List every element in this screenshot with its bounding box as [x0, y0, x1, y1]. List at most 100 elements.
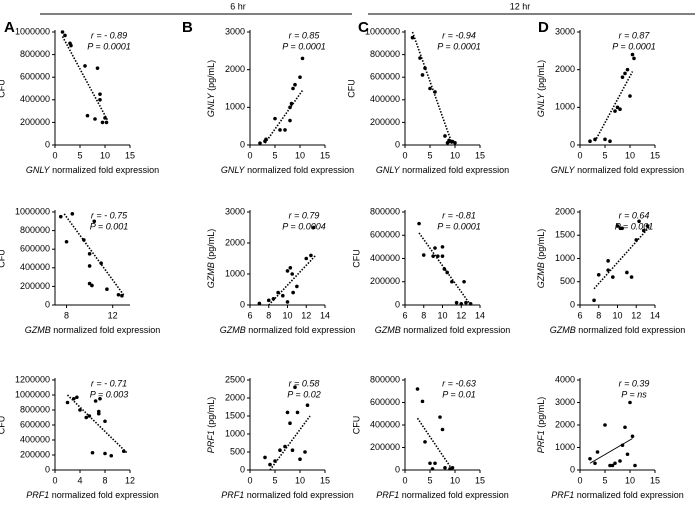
x-axis-label: PRF1 normalized fold expression: [551, 490, 684, 500]
point: [288, 421, 292, 426]
point: [58, 214, 63, 219]
x-tick-label: 8: [596, 310, 601, 320]
point: [615, 105, 620, 110]
point: [440, 254, 445, 258]
point: [443, 465, 447, 470]
x-tick-label: 8: [102, 475, 107, 485]
annotation: r = 0.87: [619, 30, 651, 40]
y-tick-label: 0: [570, 139, 575, 149]
x-tick-label: 0: [247, 150, 252, 160]
point: [450, 279, 454, 284]
x-axis-label: PRF1 normalized fold expression: [26, 490, 159, 500]
x-axis-label: GNLY normalized fold expression: [26, 165, 159, 175]
x-axis-label: PRF1 normalized fold expression: [376, 490, 509, 500]
y-tick-label: 1000000: [365, 26, 400, 36]
point: [263, 455, 267, 460]
x-tick-label: 14: [475, 310, 485, 320]
y-tick-label: 200000: [370, 276, 400, 286]
point: [630, 52, 635, 57]
point: [593, 461, 597, 466]
point: [632, 56, 636, 61]
annotation: r = - 0.75: [91, 210, 128, 220]
fit-line: [416, 417, 454, 471]
point: [606, 268, 610, 272]
point: [433, 246, 437, 250]
point: [311, 225, 316, 230]
point: [293, 385, 297, 390]
point: [618, 107, 622, 112]
point: [588, 456, 592, 461]
annotation: r = -0.63: [442, 378, 476, 388]
x-tick-label: 0: [52, 150, 57, 160]
point: [625, 270, 629, 275]
point: [75, 395, 79, 400]
point: [300, 56, 305, 61]
y-tick-label: 1000: [225, 102, 245, 112]
fit-line: [594, 71, 634, 142]
point: [285, 410, 290, 415]
point: [268, 462, 272, 467]
point: [303, 450, 307, 454]
x-tick-label: 0: [247, 475, 252, 485]
point: [595, 450, 600, 454]
annotation: r = 0.58: [289, 378, 320, 388]
fit-line: [61, 36, 109, 121]
x-tick-label: 15: [650, 150, 660, 160]
point: [96, 411, 101, 416]
y-axis-label: CFU: [0, 416, 6, 435]
y-tick-label: 1000000: [15, 389, 50, 399]
y-tick-label: 0: [570, 299, 575, 309]
x-tick-label: 14: [320, 310, 330, 320]
x-tick-label: 10: [625, 475, 635, 485]
x-tick-label: 8: [266, 310, 271, 320]
y-tick-label: 4000: [555, 374, 575, 384]
point: [93, 117, 97, 121]
y-tick-label: 0: [240, 464, 245, 474]
y-axis-label: CFU: [0, 249, 6, 268]
point: [298, 75, 302, 79]
x-tick-label: 15: [650, 475, 660, 485]
point: [278, 448, 282, 453]
x-tick-label: 8: [421, 310, 426, 320]
x-tick-label: 6: [402, 310, 407, 320]
annotation: P = 0.02: [287, 389, 320, 399]
y-tick-label: 600000: [20, 244, 50, 254]
point: [285, 269, 290, 273]
point: [83, 64, 87, 68]
x-tick-label: 5: [77, 150, 82, 160]
y-tick-label: 800000: [370, 49, 400, 59]
y-tick-label: 600000: [20, 72, 50, 82]
point: [90, 450, 95, 455]
fit-line: [411, 31, 454, 146]
point: [613, 109, 617, 113]
y-tick-label: 2000: [555, 64, 575, 74]
x-tick-label: 10: [100, 150, 110, 160]
point: [415, 387, 420, 391]
y-tick-label: 200000: [20, 449, 50, 459]
y-tick-label: 800000: [20, 225, 50, 235]
y-tick-label: 400000: [20, 262, 50, 272]
x-tick-label: 15: [125, 150, 135, 160]
y-tick-label: 1200000: [15, 374, 50, 384]
point: [421, 253, 426, 257]
x-tick-label: 12: [301, 310, 311, 320]
x-tick-label: 12: [631, 310, 641, 320]
annotation: P = 0.0004: [282, 221, 325, 231]
annotation: P = 0.001: [615, 221, 653, 231]
x-tick-label: 0: [577, 150, 582, 160]
y-tick-label: 600000: [370, 72, 400, 82]
point: [462, 279, 466, 284]
point: [291, 86, 295, 91]
fit-line: [593, 225, 651, 290]
point: [440, 427, 445, 432]
point: [92, 219, 97, 224]
point: [418, 56, 422, 60]
point: [100, 120, 105, 125]
header-6hr: 6 hr: [230, 1, 246, 11]
x-tick-label: 8: [64, 310, 69, 320]
point: [295, 284, 299, 289]
annotation: P = 0.0001: [87, 41, 130, 51]
x-tick-label: 10: [450, 150, 460, 160]
point: [588, 139, 592, 144]
